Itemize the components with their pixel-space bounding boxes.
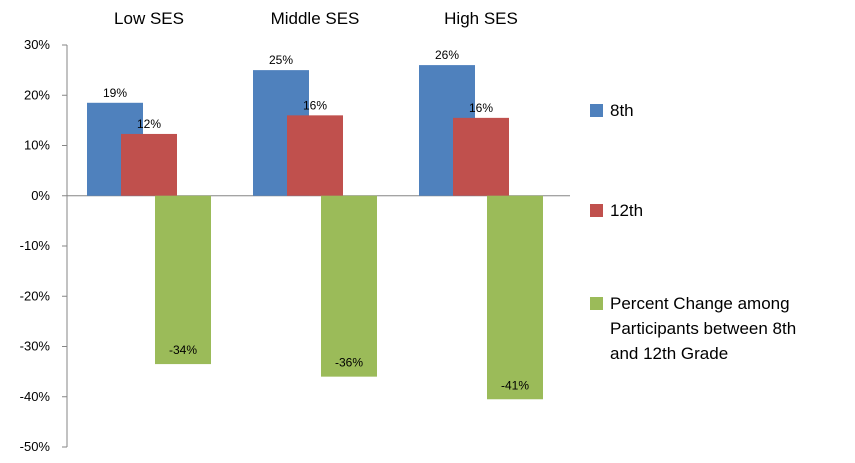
data-label: -36% [335,356,363,370]
legend-label: 12th [610,201,643,220]
data-label: 16% [303,98,327,112]
bar-series-2 [453,117,509,196]
y-tick-label: -20% [20,288,51,303]
category-label: Low SES [114,9,184,28]
y-tick-label: 10% [24,138,50,153]
y-tick-label: -30% [20,339,51,354]
axis-layer: 30% 20% 10% 0% -10% -20% -30% -40% -50% [20,37,570,454]
data-label: 25% [269,53,293,67]
y-tick-label: -50% [20,439,51,454]
legend-label: Percent Change among [610,294,790,313]
legend: 8th 12th Percent Change among Participants … [590,101,796,363]
legend-swatch-2 [590,204,603,217]
legend-swatch-1 [590,104,603,117]
legend-label: 8th [610,101,634,120]
data-label: 16% [469,101,493,115]
y-tick-label: -10% [20,238,51,253]
y-tick-label: -40% [20,389,51,404]
legend-swatch-3 [590,297,603,310]
bar-series-2 [121,133,177,196]
bar-series-2 [287,115,343,196]
y-tick-label: 20% [24,87,50,102]
data-label: 26% [435,48,459,62]
category-label: Middle SES [271,9,360,28]
bar-series-3 [155,195,211,365]
legend-label: Participants between 8th [610,319,796,338]
data-label: -41% [501,378,529,392]
y-tick-label: 30% [24,37,50,52]
data-label: -34% [169,343,197,357]
bar-series-3 [487,195,543,400]
legend-label: and 12th Grade [610,344,728,363]
data-label: 19% [103,86,127,100]
data-label: 12% [137,117,161,131]
bars-layer [87,65,543,400]
labels-layer: Low SES 19% 12% -34% Middle SES 25% 16% -36% Hig… [103,9,529,392]
y-tick-label: 0% [31,188,50,203]
category-label: High SES [444,9,518,28]
bar-series-3 [321,195,377,377]
